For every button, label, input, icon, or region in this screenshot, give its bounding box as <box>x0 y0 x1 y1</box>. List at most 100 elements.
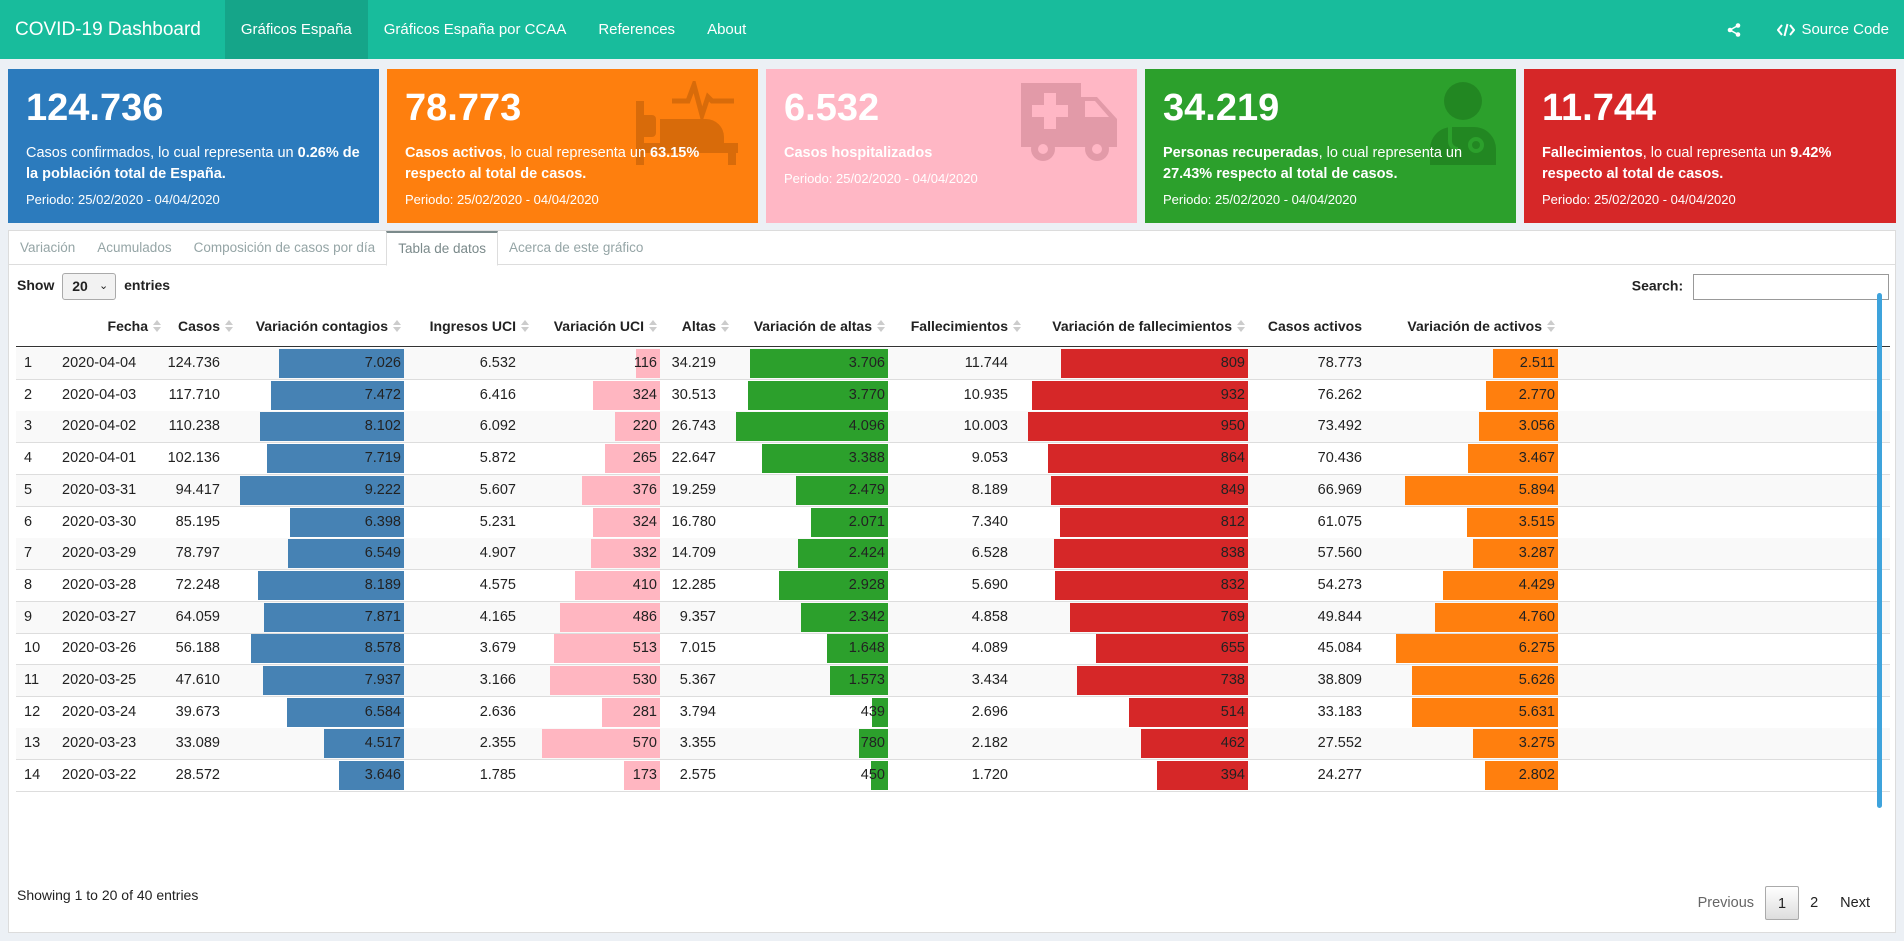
th-casos-activos[interactable]: Casos activos <box>1248 305 1378 347</box>
cell-value: 7.472 <box>364 386 401 403</box>
table-row[interactable]: 10 2020-03-26 56.188 8.578 3.679 513 7.015 1.64… <box>16 633 1890 666</box>
table-row[interactable]: 4 2020-04-01 102.136 7.719 5.872 265 22.647 3.3… <box>16 443 1890 476</box>
table-row[interactable]: 1 2020-04-04 124.736 7.026 6.532 116 34.219 3.7… <box>16 348 1890 380</box>
app-brand[interactable]: COVID-19 Dashboard <box>15 19 201 40</box>
sort-icon <box>877 320 885 332</box>
row-index: 13 <box>24 735 41 752</box>
table-row[interactable]: 6 2020-03-30 85.195 6.398 5.231 324 16.780 2.07… <box>16 507 1890 539</box>
header-label: Variación contagios <box>255 318 388 334</box>
cell-date: 2020-03-23 <box>62 735 137 752</box>
fallecimientos-bar <box>1061 349 1248 378</box>
cell-value: 3.355 <box>679 735 716 752</box>
nav-references[interactable]: References <box>598 21 676 38</box>
header-label: Variación de altas <box>753 318 872 334</box>
altas-bar <box>811 507 888 537</box>
contagios-bar <box>251 634 404 664</box>
cell-value: 2.770 <box>1518 386 1555 403</box>
tab-tabla-datos[interactable]: Tabla de datos <box>386 231 499 266</box>
altas-bar <box>871 761 888 791</box>
table-scrollbar[interactable] <box>1877 293 1882 808</box>
th-variacion-fallecimientos[interactable]: Variación de fallecimientos <box>1024 305 1248 347</box>
uci-bar <box>560 602 660 632</box>
table-row[interactable]: 12 2020-03-24 39.673 6.584 2.636 281 3.794 439 2… <box>16 697 1890 729</box>
cell-value: 110.238 <box>168 418 220 435</box>
cell-value: 47.610 <box>175 672 220 688</box>
uci-bar <box>575 570 660 600</box>
next-button[interactable]: Next <box>1840 895 1870 911</box>
altas-bar <box>748 380 888 410</box>
th-fecha[interactable]: Fecha <box>64 305 164 347</box>
share-button[interactable] <box>1712 0 1762 59</box>
cell-value: 5.872 <box>479 450 516 467</box>
cell-value: 85.195 <box>175 513 220 530</box>
ambulance-icon <box>1021 83 1117 161</box>
table-row[interactable]: 9 2020-03-27 64.059 7.871 4.165 486 9.357 2.342… <box>16 601 1890 634</box>
cell-value: 10.935 <box>963 386 1008 403</box>
cell-value: 1.785 <box>479 767 516 784</box>
page-2-button[interactable]: 2 <box>1810 895 1819 911</box>
table-row[interactable]: 14 2020-03-22 28.572 3.646 1.785 173 2.575 450 1… <box>16 760 1890 793</box>
cell-value: 3.679 <box>479 640 516 657</box>
th-altas[interactable]: Altas <box>660 305 732 347</box>
table-header: Fecha Casos Variación contagios Ingresos UC… <box>16 305 1890 347</box>
search-input[interactable] <box>1693 274 1889 300</box>
nav-graficos-espana[interactable]: Gráficos España <box>224 0 368 59</box>
cell-value: 4.858 <box>971 608 1008 625</box>
table-row[interactable]: 7 2020-03-29 78.797 6.549 4.907 332 14.709 2.42… <box>16 538 1890 571</box>
uci-bar <box>593 380 660 410</box>
th-ingresos-uci[interactable]: Ingresos UCI <box>404 305 532 347</box>
entries-select[interactable]: 20 ⌄ <box>62 273 117 300</box>
th-fallecimientos[interactable]: Fallecimientos <box>888 305 1024 347</box>
contagios-bar <box>260 412 404 442</box>
th-variacion-altas[interactable]: Variación de altas <box>732 305 888 347</box>
cell-value: 11.744 <box>964 355 1008 371</box>
cell-date: 2020-04-01 <box>62 450 137 467</box>
th-variacion-contagios[interactable]: Variación contagios <box>236 305 404 347</box>
sort-icon <box>153 320 161 332</box>
table-row[interactable]: 5 2020-03-31 94.417 9.222 5.607 376 19.259 2.47… <box>16 474 1890 507</box>
cell-value: 2.802 <box>1518 767 1555 784</box>
th-variacion-uci[interactable]: Variación UCI <box>532 305 660 347</box>
table-row[interactable]: 11 2020-03-25 47.610 7.937 3.166 530 5.367 1.57… <box>16 665 1890 697</box>
table-row[interactable]: 13 2020-03-23 33.089 4.517 2.355 570 3.355 780 2… <box>16 728 1890 761</box>
cell-date: 2020-03-24 <box>62 703 137 720</box>
table-row[interactable]: 3 2020-04-02 110.238 8.102 6.092 220 26.743 4.0… <box>16 411 1890 444</box>
contagios-bar <box>258 570 404 600</box>
cell-value: 14.709 <box>671 545 716 562</box>
th-casos[interactable]: Casos <box>164 305 236 347</box>
row-index: 1 <box>24 355 33 371</box>
box-casos-confirmados: 124.736 Casos confirmados, lo cual repre… <box>8 69 379 223</box>
box-description: Personas recuperadas, lo cual representa… <box>1163 145 1463 182</box>
cell-value: 1.648 <box>848 640 885 657</box>
cell-value: 27.552 <box>1317 735 1362 752</box>
header-label: Variación de fallecimientos <box>1052 318 1232 334</box>
tab-acerca[interactable]: Acerca de este gráfico <box>509 240 644 255</box>
tab-acumulados[interactable]: Acumulados <box>97 240 172 255</box>
page-1-button[interactable]: 1 <box>1765 886 1800 920</box>
th-variacion-activos[interactable]: Variación de activos <box>1378 305 1558 347</box>
cell-value: 38.809 <box>1317 672 1362 688</box>
box-description: Casos activos, lo cual representa un 63.… <box>405 145 700 182</box>
nav-graficos-ccaa[interactable]: Gráficos España por CCAA <box>383 21 567 38</box>
cell-value: 5.690 <box>971 576 1008 593</box>
cell-value: 4.575 <box>479 576 516 593</box>
cell-value: 281 <box>632 703 657 720</box>
table-row[interactable]: 8 2020-03-28 72.248 8.189 4.575 410 12.285 2.92… <box>16 570 1890 602</box>
cell-value: 769 <box>1220 608 1245 625</box>
cell-value: 78.773 <box>1317 355 1362 371</box>
cell-value: 4.517 <box>364 735 401 752</box>
table-row[interactable]: 2 2020-04-03 117.710 7.472 6.416 324 30.513 3.7… <box>16 380 1890 412</box>
tab-composicion[interactable]: Composición de casos por día <box>193 240 376 255</box>
cell-value: 8.578 <box>364 640 401 657</box>
cell-value: 7.340 <box>971 513 1008 530</box>
nav-about[interactable]: About <box>707 21 747 38</box>
source-code-label: Source Code <box>1801 21 1889 38</box>
cell-value: 5.607 <box>479 481 516 498</box>
previous-button[interactable]: Previous <box>1697 895 1755 911</box>
cell-date: 2020-03-25 <box>62 672 137 688</box>
cell-value: 394 <box>1220 767 1245 784</box>
cell-value: 1.720 <box>971 767 1008 784</box>
tab-variacion[interactable]: Variación <box>20 240 76 255</box>
source-code-link[interactable]: Source Code <box>1762 0 1904 59</box>
box-period: Periodo: 25/02/2020 - 04/04/2020 <box>784 171 978 186</box>
